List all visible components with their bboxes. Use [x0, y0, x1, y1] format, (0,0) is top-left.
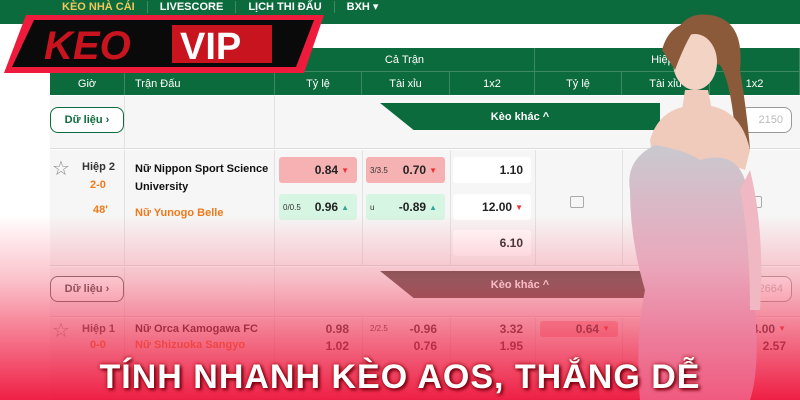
- home-team[interactable]: Nữ Nippon Sport Science University: [135, 163, 269, 193]
- away-team[interactable]: Nữ Shizuoka Sangyo: [135, 339, 246, 351]
- nav-bxh[interactable]: BXH ▾: [346, 1, 379, 13]
- minute: 48': [93, 204, 108, 216]
- star-icon[interactable]: ☆: [52, 158, 70, 180]
- home-team[interactable]: Nữ Orca Kamogawa FC: [135, 323, 258, 335]
- header-full: Cả Trận: [275, 48, 535, 72]
- odd-1x2-away[interactable]: 1.95: [499, 339, 523, 353]
- svg-text:VIP: VIP: [180, 26, 241, 68]
- svg-text:KEO: KEO: [44, 24, 131, 68]
- nav-lich-thi-dau[interactable]: LỊCH THI ĐẤU: [236, 1, 335, 13]
- odd-ou-under[interactable]: 0.76: [413, 339, 437, 353]
- odd-hdp-away[interactable]: 0/0.5 0.96 ▲: [279, 194, 357, 220]
- nav-livescore[interactable]: LIVESCORE: [148, 1, 237, 13]
- data-button[interactable]: Dữ liệu ›: [50, 107, 124, 133]
- count-badge[interactable]: 2150: [740, 107, 792, 133]
- odd-ou-over[interactable]: 3/3.5 0.70 ▼: [366, 157, 445, 183]
- up-arrow-icon: ▲: [341, 202, 349, 212]
- score: 2-0: [90, 179, 106, 191]
- subheader: Tỷ lệ: [275, 72, 362, 95]
- odd-hdp-away[interactable]: 1.02: [325, 339, 349, 353]
- up-arrow-icon: ▲: [429, 202, 437, 212]
- down-arrow-icon: ▼: [515, 202, 523, 212]
- odd-1x2-home[interactable]: 3.32: [499, 322, 523, 336]
- away-team[interactable]: Nữ Yunogo Belle: [135, 207, 224, 219]
- more-bets-tab[interactable]: Kèo khác ^: [380, 103, 660, 130]
- down-arrow-icon: ▼: [429, 165, 437, 175]
- odd-1x2-draw[interactable]: 6.10: [453, 230, 531, 256]
- odd-1x2-home[interactable]: 1.10: [453, 157, 531, 183]
- nav-keo-nha-cai[interactable]: KÈO NHÀ CÁI: [50, 1, 148, 13]
- subheader: 1x2: [450, 72, 535, 95]
- subheader: Tài xỉu: [362, 72, 450, 95]
- score: 0-0: [90, 339, 106, 351]
- period: Hiệp 2: [82, 161, 116, 173]
- headline: TÍNH NHANH KÈO AOS, THẮNG DỄ: [99, 358, 701, 396]
- odd-1x2-away[interactable]: 12.00 ▼: [453, 194, 531, 220]
- period: Hiệp 1: [82, 323, 116, 335]
- star-icon[interactable]: ☆: [52, 320, 70, 342]
- lock-icon: [570, 196, 584, 208]
- down-arrow-icon: ▼: [341, 165, 349, 175]
- model-illustration: [629, 14, 762, 400]
- subheader: Tỷ lệ: [535, 72, 622, 95]
- odd-hdp-home[interactable]: 0.84 ▼: [279, 157, 357, 183]
- odd-ou-under[interactable]: u -0.89 ▲: [366, 194, 445, 220]
- odd-ou-over[interactable]: 2/2.5 -0.96: [370, 322, 437, 336]
- data-button[interactable]: Dữ liệu ›: [50, 276, 124, 302]
- odd-hdp-home[interactable]: 0.98: [325, 322, 349, 336]
- keovip-logo: KEO VIP: [4, 15, 324, 73]
